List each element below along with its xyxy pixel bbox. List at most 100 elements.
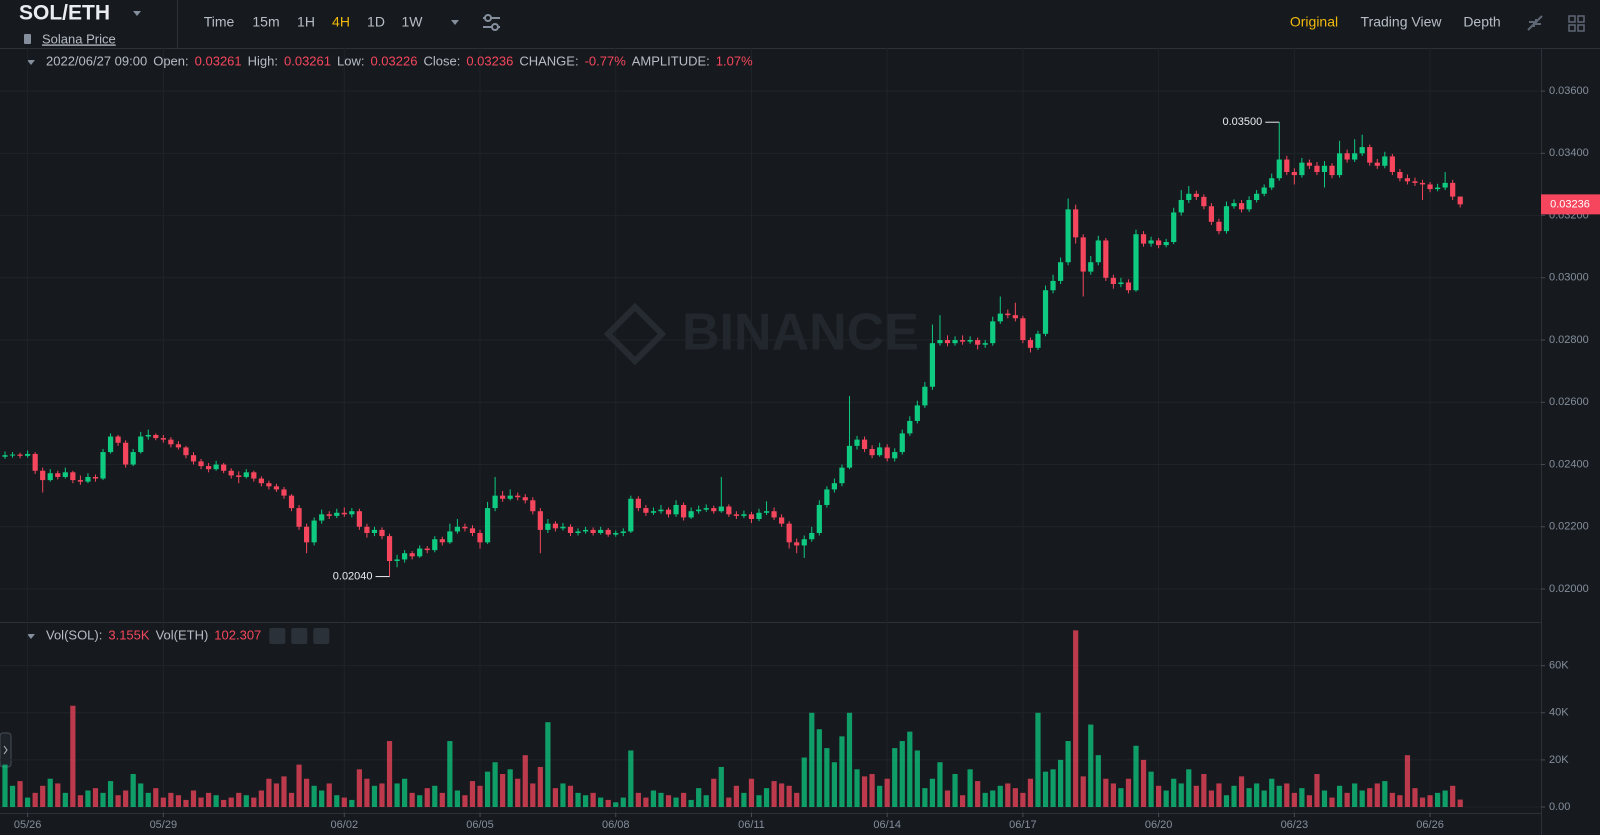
candle-body (575, 531, 581, 533)
volume-bar (696, 788, 702, 807)
volume-bar (967, 769, 973, 807)
info-label: High: (248, 53, 278, 68)
volume-bar (477, 785, 483, 807)
high-label: 0.03500 (1222, 116, 1262, 128)
volume-collapse[interactable] (27, 634, 35, 639)
info-date: 2022/06/27 09:00 (46, 53, 147, 68)
volume-bar (914, 750, 920, 807)
volume-bar (1201, 774, 1207, 807)
grid (0, 48, 1541, 813)
volume-bar (334, 795, 340, 807)
volume-bar (922, 788, 928, 807)
candle-body (779, 517, 785, 524)
candle-body (688, 511, 694, 518)
volume-bar (153, 788, 159, 807)
candle-body (205, 466, 212, 470)
candle-body (32, 453, 38, 471)
candle-body (650, 511, 657, 513)
candle-body (145, 434, 151, 437)
interval-button[interactable]: Time (204, 14, 235, 30)
symbol[interactable]: SOL/ETH (19, 2, 110, 25)
volume-bar (243, 795, 249, 807)
volume-bar (1404, 755, 1411, 807)
view-tab[interactable]: Trading View (1361, 14, 1443, 30)
volume-bar (432, 785, 438, 807)
candle-body (85, 476, 91, 482)
indicator-button[interactable] (269, 628, 286, 644)
candle-body (1050, 280, 1056, 291)
volume-bar (884, 778, 890, 807)
x-tick-label: 06/14 (873, 819, 901, 831)
interval-button[interactable]: 4H (332, 14, 350, 30)
candle-body (175, 444, 182, 448)
volume-bar (1457, 799, 1463, 807)
interval-dropdown[interactable] (451, 20, 459, 25)
candle-body (846, 445, 853, 468)
volume-bar (1367, 788, 1373, 807)
volume-bar (402, 778, 408, 807)
volume-bar (1306, 795, 1313, 807)
candle-body (1238, 203, 1245, 210)
settings-icon[interactable] (483, 14, 500, 31)
side-tab[interactable] (0, 732, 12, 768)
candle-body (356, 511, 362, 527)
volume-bar (643, 797, 649, 807)
volume-value: 3.155K (108, 627, 150, 642)
candle-body (1254, 193, 1260, 201)
info-collapse[interactable] (27, 60, 35, 65)
indicator-button[interactable] (313, 628, 330, 644)
volume-bar (1397, 795, 1403, 807)
volume-bar (1186, 769, 1192, 807)
volume-bar (1020, 792, 1026, 807)
coin-icon (24, 34, 31, 44)
volume-bar (1193, 785, 1199, 807)
y-tick-label: 20K (1549, 754, 1569, 766)
volume-bar (386, 741, 393, 807)
candle-body (1080, 237, 1086, 272)
interval-button[interactable]: 15m (252, 14, 279, 30)
volume-bar (892, 748, 898, 807)
candle-body (1359, 147, 1365, 154)
interval-button[interactable]: 1H (297, 14, 315, 30)
candle-body (1140, 234, 1147, 244)
layout-icon[interactable] (1568, 15, 1585, 32)
view-tab[interactable]: Original (1290, 14, 1338, 30)
candle-body (1261, 187, 1267, 194)
candle-body (801, 539, 807, 546)
volume-bar (711, 778, 717, 807)
volume-bar (439, 792, 445, 807)
volume-bar (1133, 745, 1139, 807)
candle-body (281, 489, 287, 496)
volume-bar (1171, 778, 1177, 807)
candle-body (1389, 156, 1395, 172)
candle-body (55, 473, 61, 477)
candle-body (1058, 262, 1064, 281)
candle-body (500, 495, 506, 499)
volume-label: Vol(ETH) (156, 627, 209, 642)
collapse-icon[interactable] (1527, 15, 1543, 31)
candle-body (25, 453, 31, 456)
volume-bar (1427, 795, 1433, 807)
candle-body (673, 504, 679, 515)
candle-body (1276, 159, 1282, 179)
candle-body (1404, 178, 1411, 182)
volume-bar (522, 755, 528, 807)
candle-body (914, 405, 920, 421)
candle-body (1042, 290, 1049, 334)
candle-body (877, 447, 883, 456)
info-value: 1.07% (716, 53, 753, 68)
volume-bar (1276, 785, 1282, 807)
interval-button[interactable]: 1D (367, 14, 385, 30)
coin-link[interactable]: Solana Price (42, 31, 116, 46)
volume-bar (484, 771, 491, 807)
interval-button[interactable]: 1W (402, 14, 424, 30)
candle-body (288, 495, 295, 509)
candle-body (168, 439, 174, 445)
candle-body (484, 508, 491, 543)
candle-body (831, 483, 837, 490)
symbol-dropdown[interactable] (133, 11, 141, 16)
candle-body (304, 526, 310, 543)
view-tab[interactable]: Depth (1463, 14, 1500, 30)
candle-body (492, 495, 498, 509)
indicator-button[interactable] (291, 628, 308, 644)
